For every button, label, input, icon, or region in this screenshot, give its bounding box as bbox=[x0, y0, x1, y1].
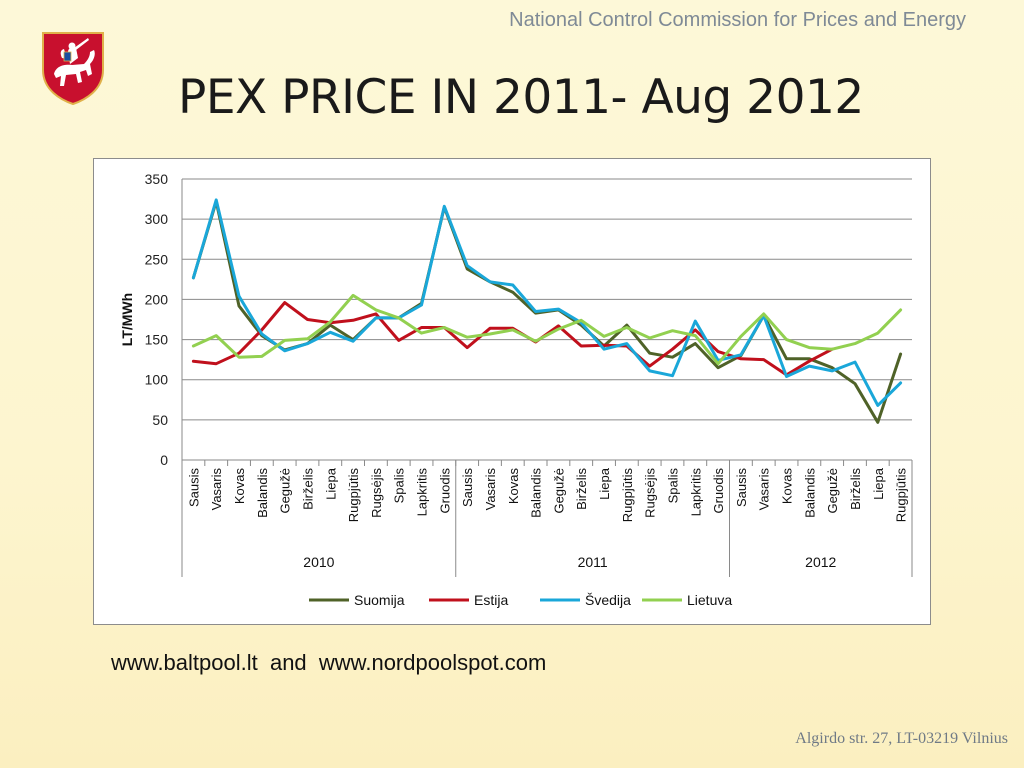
y-tick-label: 150 bbox=[145, 332, 169, 348]
organization-name: National Control Commission for Prices a… bbox=[509, 9, 966, 31]
x-tick-label: Liepa bbox=[597, 467, 612, 500]
y-axis-label: LT/MWh bbox=[119, 293, 135, 346]
x-tick-label: Kovas bbox=[232, 468, 247, 505]
x-tick-label: Spalis bbox=[392, 468, 407, 504]
x-tick-label: Balandis bbox=[802, 468, 817, 518]
y-tick-label: 200 bbox=[145, 291, 169, 307]
chart-panel: 0 50 100 150 200 250 300 350 LT/MWh Sausis Vasaris… bbox=[93, 158, 931, 625]
x-tick-label: Spalis bbox=[665, 468, 680, 504]
series-line-lietuva bbox=[191, 293, 903, 366]
x-tick-label: Birželis bbox=[848, 468, 863, 510]
x-tick-label: Gegužė bbox=[825, 468, 840, 514]
x-tick-label: Gruodis bbox=[437, 468, 452, 514]
group-label: 2012 bbox=[805, 554, 836, 570]
x-tick-label: Balandis bbox=[529, 468, 544, 518]
y-tick-label: 0 bbox=[160, 452, 168, 468]
x-tick-label: Liepa bbox=[871, 467, 886, 500]
legend-label: Lietuva bbox=[687, 592, 732, 608]
x-tick-label: Rugpjūtis bbox=[620, 468, 635, 523]
x-tick-label: Gruodis bbox=[711, 468, 726, 514]
x-tick-label: Sausis bbox=[460, 468, 475, 508]
x-tick-label: Vasaris bbox=[483, 468, 498, 511]
legend-label: Švedija bbox=[585, 592, 631, 608]
y-tick-label: 300 bbox=[145, 211, 169, 227]
x-tick-label: Lapkritis bbox=[415, 468, 430, 517]
x-tick-label: Birželis bbox=[574, 468, 589, 510]
series-line--vedija bbox=[191, 198, 903, 407]
x-tick-label: Rugpjūtis bbox=[894, 468, 909, 523]
x-tick-label: Rugsėjis bbox=[369, 468, 384, 518]
slide-title: PEX PRICE IN 2011- Aug 2012 bbox=[178, 70, 864, 125]
group-label: 2011 bbox=[578, 554, 608, 570]
lithuanian-coat-of-arms-logo bbox=[42, 32, 104, 106]
x-tick-label: Kovas bbox=[506, 468, 521, 505]
x-tick-label: Gegužė bbox=[551, 468, 566, 514]
source-links: www.baltpool.lt and www.nordpoolspot.com bbox=[111, 650, 547, 675]
x-tick-label: Sausis bbox=[734, 468, 749, 508]
x-tick-label: Lapkritis bbox=[688, 468, 703, 517]
x-tick-label: Gegužė bbox=[278, 468, 293, 514]
x-tick-label: Vasaris bbox=[757, 468, 772, 511]
y-tick-label: 50 bbox=[152, 412, 168, 428]
y-tick-label: 250 bbox=[145, 251, 169, 267]
y-tick-label: 100 bbox=[145, 372, 169, 388]
address: Algirdo str. 27, LT-03219 Vilnius bbox=[795, 730, 1008, 747]
x-tick-label: Liepa bbox=[323, 467, 338, 500]
legend-label: Estija bbox=[474, 592, 508, 608]
x-tick-label: Kovas bbox=[780, 468, 795, 505]
x-tick-label: Balandis bbox=[255, 468, 270, 518]
x-tick-label: Rugsėjis bbox=[643, 468, 658, 518]
x-tick-label: Birželis bbox=[300, 468, 315, 510]
x-tick-label: Rugpjūtis bbox=[346, 468, 361, 523]
x-tick-label: Sausis bbox=[186, 468, 201, 508]
y-tick-label: 350 bbox=[145, 171, 169, 187]
x-tick-label: Vasaris bbox=[209, 468, 224, 511]
group-label: 2010 bbox=[303, 554, 334, 570]
legend-label: Suomija bbox=[354, 592, 405, 608]
price-line-chart: 0 50 100 150 200 250 300 350 LT/MWh Sausis Vasaris… bbox=[119, 171, 913, 608]
